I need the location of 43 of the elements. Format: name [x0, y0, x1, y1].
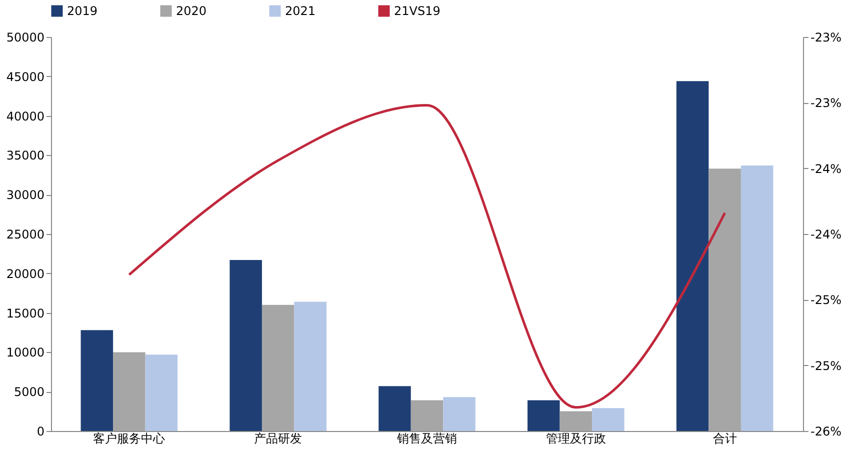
legend-label: 2021	[285, 4, 316, 18]
bar	[262, 304, 294, 431]
y2-tick-label: -23%	[810, 30, 842, 44]
y-tick-label: 50000	[6, 30, 44, 44]
y-tick-label: 25000	[6, 228, 44, 242]
y-tick-label: 35000	[6, 148, 44, 163]
y2-tick-label: -24%	[810, 162, 842, 176]
y2-tick-label: -25%	[810, 358, 842, 373]
bar	[230, 260, 262, 431]
x-tick-label: 产品研发	[254, 432, 302, 446]
legend-label: 2019	[67, 4, 98, 18]
bar	[145, 354, 178, 431]
bar	[80, 330, 114, 431]
x-tick-label: 销售及营销	[396, 432, 457, 446]
bar	[560, 411, 592, 431]
bar	[113, 352, 146, 431]
bar	[443, 397, 476, 431]
legend-label: 21VS19	[394, 4, 440, 18]
y2-tick-label: -25%	[810, 293, 842, 308]
bar	[410, 400, 444, 431]
bar	[676, 81, 709, 431]
y-tick-label: 40000	[6, 109, 44, 124]
bar	[592, 408, 624, 431]
legend-label: 2020	[176, 4, 207, 18]
x-tick-label: 合计	[712, 432, 737, 446]
bar	[528, 400, 560, 431]
bar	[740, 165, 774, 431]
y-tick-label: 5000	[14, 385, 44, 400]
bar	[294, 302, 326, 431]
line-series	[128, 104, 726, 409]
y-tick-label: 45000	[6, 70, 44, 84]
bar	[378, 386, 411, 431]
y-tick-label: 10000	[6, 346, 44, 360]
y-tick-label: 0	[36, 424, 44, 438]
x-tick-label: 客户服务中心	[93, 432, 166, 446]
y2-tick-label: -23%	[810, 96, 842, 110]
y2-tick-label: -26%	[810, 424, 842, 438]
y-tick-label: 20000	[6, 266, 44, 281]
y-tick-label: 15000	[6, 306, 44, 320]
y-tick-label: 30000	[6, 188, 44, 202]
y2-tick-label: -24%	[810, 228, 842, 242]
x-tick-label: 管理及行政	[546, 432, 606, 446]
bar	[708, 168, 741, 431]
